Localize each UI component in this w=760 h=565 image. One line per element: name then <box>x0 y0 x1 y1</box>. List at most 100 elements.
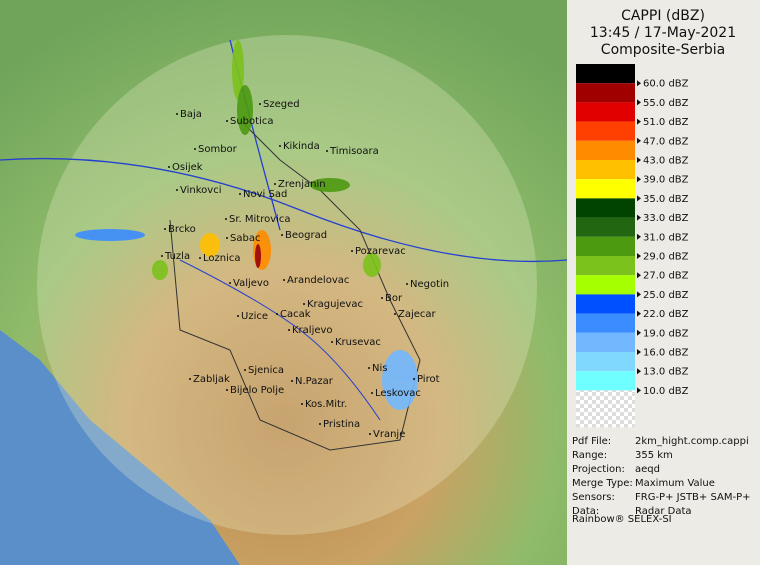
city-label: Zrenjanin <box>278 179 326 190</box>
city-label: Bijelo Polje <box>230 385 284 396</box>
legend-tick <box>637 272 641 279</box>
legend-swatch <box>576 179 635 199</box>
city-label: Sombor <box>198 144 238 155</box>
city-label: Pirot <box>417 374 440 385</box>
city-dot <box>199 257 201 259</box>
legend-label: 35.0 dBZ <box>643 194 689 205</box>
city-dot <box>244 369 246 371</box>
city-dot <box>176 189 178 191</box>
city-label: Timisoara <box>329 146 379 157</box>
info-key: Merge Type: <box>572 478 633 489</box>
legend-swatch <box>576 83 635 103</box>
legend-label: 55.0 dBZ <box>643 98 689 109</box>
city-label: Beograd <box>285 230 327 241</box>
sea <box>0 330 240 565</box>
legend-swatch <box>576 275 635 295</box>
legend-swatch <box>576 332 635 352</box>
city-label: Vinkovci <box>180 185 221 196</box>
info-key: Data: <box>572 506 599 517</box>
city-dot <box>239 193 241 195</box>
info-value: aeqd <box>635 464 660 475</box>
city-label: Sr. Mitrovica <box>229 214 291 225</box>
city-label: Negotin <box>410 279 449 290</box>
legend-label: 13.0 dBZ <box>643 367 689 378</box>
city-dot <box>161 255 163 257</box>
city-dot <box>283 279 285 281</box>
info-key: Pdf File: <box>572 436 611 447</box>
legend-tick <box>637 368 641 375</box>
info-value: 2km_hight.comp.cappi <box>635 436 749 447</box>
legend-label: 43.0 dBZ <box>643 156 689 167</box>
legend-swatch <box>576 217 635 237</box>
legend-tick <box>637 329 641 336</box>
legend-label: 33.0 dBZ <box>643 213 689 224</box>
city-label: Szeged <box>263 99 300 110</box>
city-label: Subotica <box>230 116 273 127</box>
city-dot <box>237 315 239 317</box>
city-label: Sabac <box>230 233 260 244</box>
city-dot <box>368 367 370 369</box>
legend-tick <box>637 291 641 298</box>
city-label: N.Pazar <box>295 376 334 387</box>
city-label: Nis <box>372 363 387 374</box>
city-dot <box>371 392 373 394</box>
city-label: Kos.Mitr. <box>305 399 347 410</box>
city-dot <box>226 120 228 122</box>
city-label: Uzice <box>241 311 268 322</box>
city-dot <box>168 166 170 168</box>
legend-label: 27.0 dBZ <box>643 271 689 282</box>
city-label: Sjenica <box>248 365 284 376</box>
footer: Rainbow® SELEX-SI <box>572 514 672 525</box>
legend-label: 51.0 dBZ <box>643 117 689 128</box>
city-dot <box>326 150 328 152</box>
city-dot <box>394 313 396 315</box>
city-dot <box>279 145 281 147</box>
info-key: Range: <box>572 450 607 461</box>
city-label: Loznica <box>203 253 241 264</box>
city-label: Kikinda <box>283 141 320 152</box>
city-dot <box>301 403 303 405</box>
legend-tick <box>637 233 641 240</box>
city-label: Kragujevac <box>307 299 363 310</box>
map <box>0 0 568 565</box>
legend-label: 16.0 dBZ <box>643 348 689 359</box>
legend-tick <box>637 253 641 259</box>
subtitle: Composite-Serbia <box>601 42 725 58</box>
city-dot <box>164 228 166 230</box>
legend-label: 22.0 dBZ <box>643 309 689 320</box>
legend-tick <box>637 387 641 394</box>
city-label: Arandelovac <box>287 275 349 286</box>
city-label: Vranje <box>373 429 405 440</box>
radar-range <box>37 35 537 535</box>
city-dot <box>351 250 353 252</box>
legend-swatch <box>576 371 635 391</box>
city-dot <box>319 423 321 425</box>
city-dot <box>406 283 408 285</box>
legend-label: 31.0 dBZ <box>643 232 689 243</box>
city-dot <box>225 218 227 220</box>
legend-swatch <box>576 102 635 122</box>
city-dot <box>288 329 290 331</box>
info-key: Projection: <box>572 464 625 475</box>
legend-tick <box>637 118 641 125</box>
info-value: FRG-P+ JSTB+ SAM-P+ <box>635 492 751 503</box>
legend-label: 47.0 dBZ <box>643 136 689 147</box>
city-label: Novi Sad <box>243 189 287 200</box>
city-dot <box>291 380 293 382</box>
legend-swatch <box>576 294 635 314</box>
river <box>0 157 568 263</box>
river <box>179 259 381 421</box>
legend-swatch <box>576 313 635 333</box>
legend-label: 29.0 dBZ <box>643 252 689 263</box>
legend-swatch <box>576 121 635 141</box>
legend-label: 10.0 dBZ <box>643 386 689 397</box>
legend-tick <box>637 157 641 163</box>
city-dot <box>276 313 278 315</box>
city-label: Bor <box>385 293 403 304</box>
city-dot <box>229 282 231 284</box>
city-label: Pristina <box>323 419 360 430</box>
legend-swatch <box>576 256 635 276</box>
city-dot <box>381 297 383 299</box>
